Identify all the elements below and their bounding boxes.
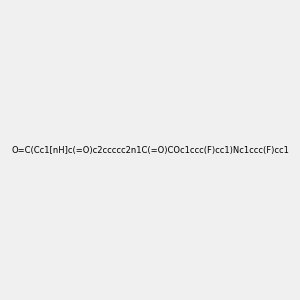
Text: O=C(Cc1[nH]c(=O)c2ccccc2n1C(=O)COc1ccc(F)cc1)Nc1ccc(F)cc1: O=C(Cc1[nH]c(=O)c2ccccc2n1C(=O)COc1ccc(F… — [11, 146, 289, 154]
